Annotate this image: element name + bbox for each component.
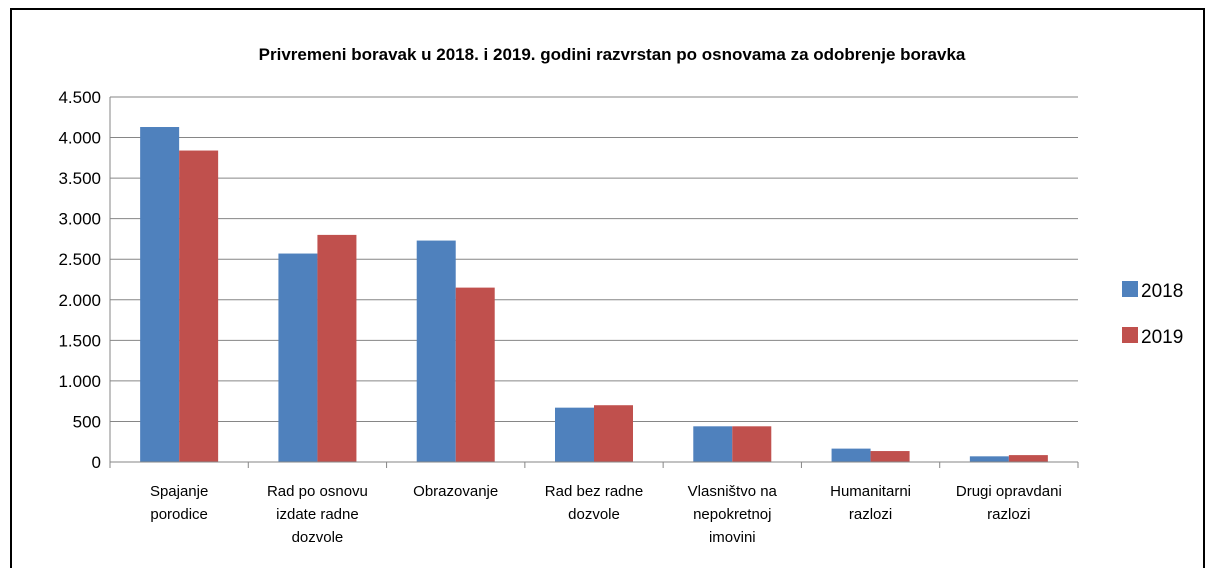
x-tick-label-line: nepokretnoj xyxy=(693,506,771,523)
x-tick-label: Humanitarni razlozi xyxy=(830,483,911,523)
x-tick-label-line: Drugi opravdani xyxy=(956,483,1062,500)
x-tick-label: Rad po osnovu izdate radne dozvole xyxy=(267,483,368,546)
y-tick-label: 2.000 xyxy=(58,291,101,310)
bar-2018-3 xyxy=(555,407,594,462)
axes xyxy=(109,97,1079,468)
x-tick-label: Obrazovanje xyxy=(413,483,498,500)
bar-2019-5 xyxy=(870,451,910,462)
x-tick-label-line: dozvole xyxy=(292,529,344,546)
y-tick-label: 4.000 xyxy=(58,129,101,148)
x-tick-label-line: dozvole xyxy=(568,506,620,523)
y-tick-label: 3.500 xyxy=(58,169,101,188)
bar-2018-2 xyxy=(416,240,456,462)
x-tick-label-line: porodice xyxy=(150,506,208,523)
legend-swatch-2018 xyxy=(1122,281,1138,297)
legend-label: 2019 xyxy=(1141,327,1183,348)
x-tick-label-line: Rad bez radne xyxy=(545,483,643,500)
y-tick-label: 1.000 xyxy=(58,372,101,391)
x-tick-label-line: Obrazovanje xyxy=(413,483,498,500)
bar-2018-0 xyxy=(140,127,180,462)
bar-2019-6 xyxy=(1008,455,1048,462)
x-tick-label-line: razlozi xyxy=(849,506,892,523)
x-tick-label-line: Rad po osnovu xyxy=(267,483,368,500)
x-tick-label-line: izdate radne xyxy=(276,506,359,523)
legend-swatch-2019 xyxy=(1122,327,1138,343)
y-tick-label: 1.500 xyxy=(58,331,101,350)
x-tick-label-line: Spajanje xyxy=(150,483,208,500)
x-tick-label: Drugi opravdani razlozi xyxy=(956,483,1062,523)
legend-label: 2018 xyxy=(1141,281,1183,302)
bar-2019-0 xyxy=(179,150,219,463)
y-tick-label: 3.000 xyxy=(58,210,101,229)
gridlines xyxy=(110,96,1078,422)
x-tick-label-line: razlozi xyxy=(987,506,1030,523)
x-tick-label-line: Vlasništvo na xyxy=(688,483,778,500)
legend: 2018 2019 xyxy=(1122,281,1183,348)
y-tick-label: 500 xyxy=(73,412,101,431)
y-tick-label: 0 xyxy=(92,453,101,472)
bar-2018-6 xyxy=(969,456,1009,462)
bar-2018-5 xyxy=(831,448,871,462)
x-tick-label-line: imovini xyxy=(709,529,756,546)
bar-2018-1 xyxy=(278,253,318,462)
y-tick-label: 2.500 xyxy=(58,250,101,269)
x-tick-label: Spajanje porodice xyxy=(150,483,208,523)
chart-title: Privremeni boravak u 2018. i 2019. godin… xyxy=(259,45,966,64)
bars xyxy=(140,127,1048,463)
x-tick-label: Rad bez radne dozvole xyxy=(545,483,643,523)
y-axis-ticks: 0 500 1.000 1.500 2.000 2.500 3.000 3.500 4.000 4… xyxy=(58,88,101,472)
bar-2019-3 xyxy=(594,405,633,462)
y-tick-label: 4.500 xyxy=(58,88,101,107)
bar-2019-2 xyxy=(455,287,495,462)
bar-2019-1 xyxy=(317,234,357,462)
x-tick-label-line: Humanitarni xyxy=(830,483,911,500)
bar-2019-4 xyxy=(732,426,772,462)
x-tick-label: Vlasništvo na nepokretnoj imovini xyxy=(688,483,778,546)
x-axis-ticks: Spajanje porodice Rad po osnovu izdate radn… xyxy=(150,483,1062,546)
bar-2018-4 xyxy=(693,426,733,462)
